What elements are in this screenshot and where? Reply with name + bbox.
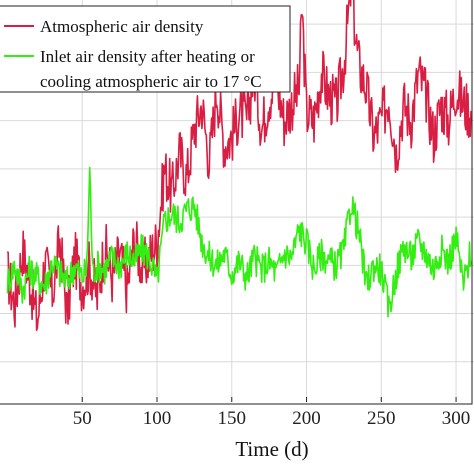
series-line-inlet	[6, 166, 472, 318]
legend-label-inlet: Inlet air density after heating or cooli…	[40, 47, 262, 91]
x-axis: 50 100 150 200 250 300	[73, 397, 471, 429]
x-tick-label-150: 150	[218, 408, 247, 429]
x-tick-label-250: 250	[367, 408, 396, 429]
legend-label-inlet-line2: cooling atmospheric air to 17 °C	[40, 72, 262, 91]
x-axis-label: Time (d)	[235, 437, 308, 461]
series-line-atmospheric	[6, 0, 472, 331]
legend-label-atmospheric: Atmospheric air density	[40, 17, 204, 36]
series-layer	[6, 0, 472, 331]
legend-label-inlet-line1: Inlet air density after heating or	[40, 47, 255, 66]
x-tick-label-300: 300	[442, 408, 471, 429]
legend-box	[0, 5, 291, 93]
x-tick-label-50: 50	[73, 408, 92, 429]
legend: Atmospheric air density Inlet air densit…	[0, 5, 291, 93]
x-tick-label-100: 100	[143, 408, 172, 429]
x-tick-label-200: 200	[292, 408, 321, 429]
plot-frame	[0, 0, 473, 405]
